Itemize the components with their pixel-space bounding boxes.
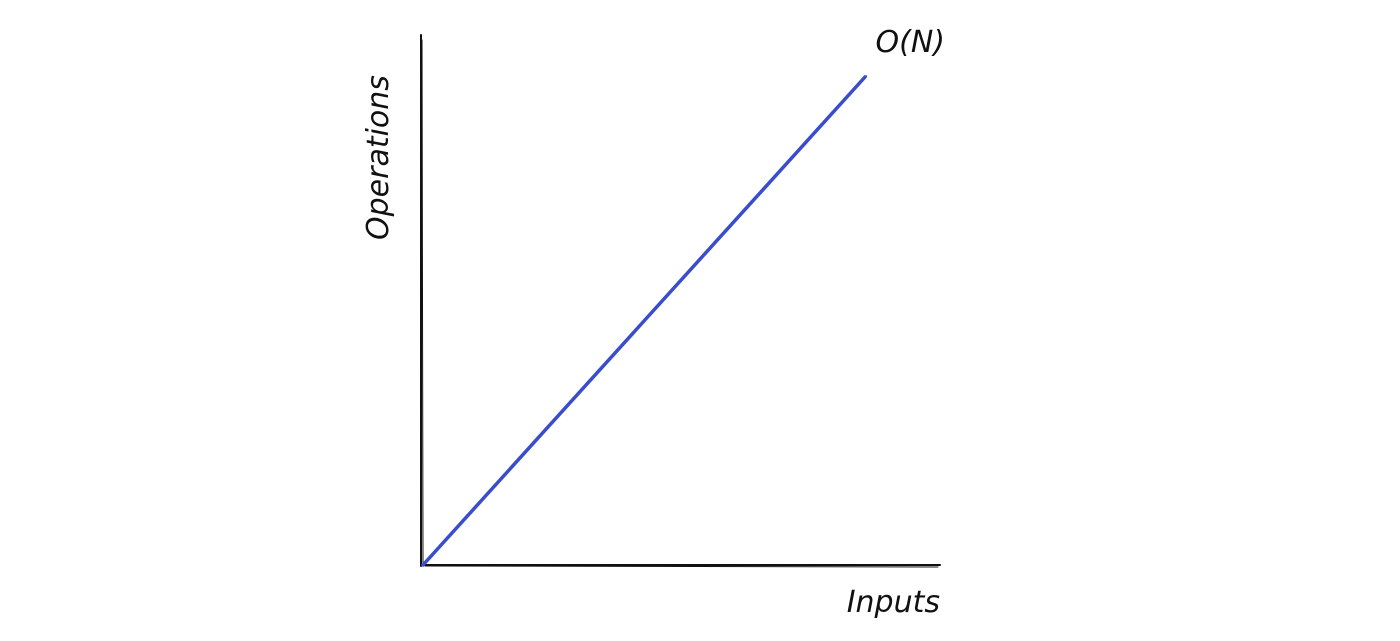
y-axis-sketch-stroke (421, 39, 424, 565)
x-axis-label: Inputs (847, 585, 940, 620)
x-axis-sketch-stroke (424, 565, 939, 568)
series-line-o-n-sketch-stroke (422, 75, 868, 566)
y-axis-label: Operations (361, 75, 396, 240)
series-label-o-n: O(N) (876, 25, 945, 60)
